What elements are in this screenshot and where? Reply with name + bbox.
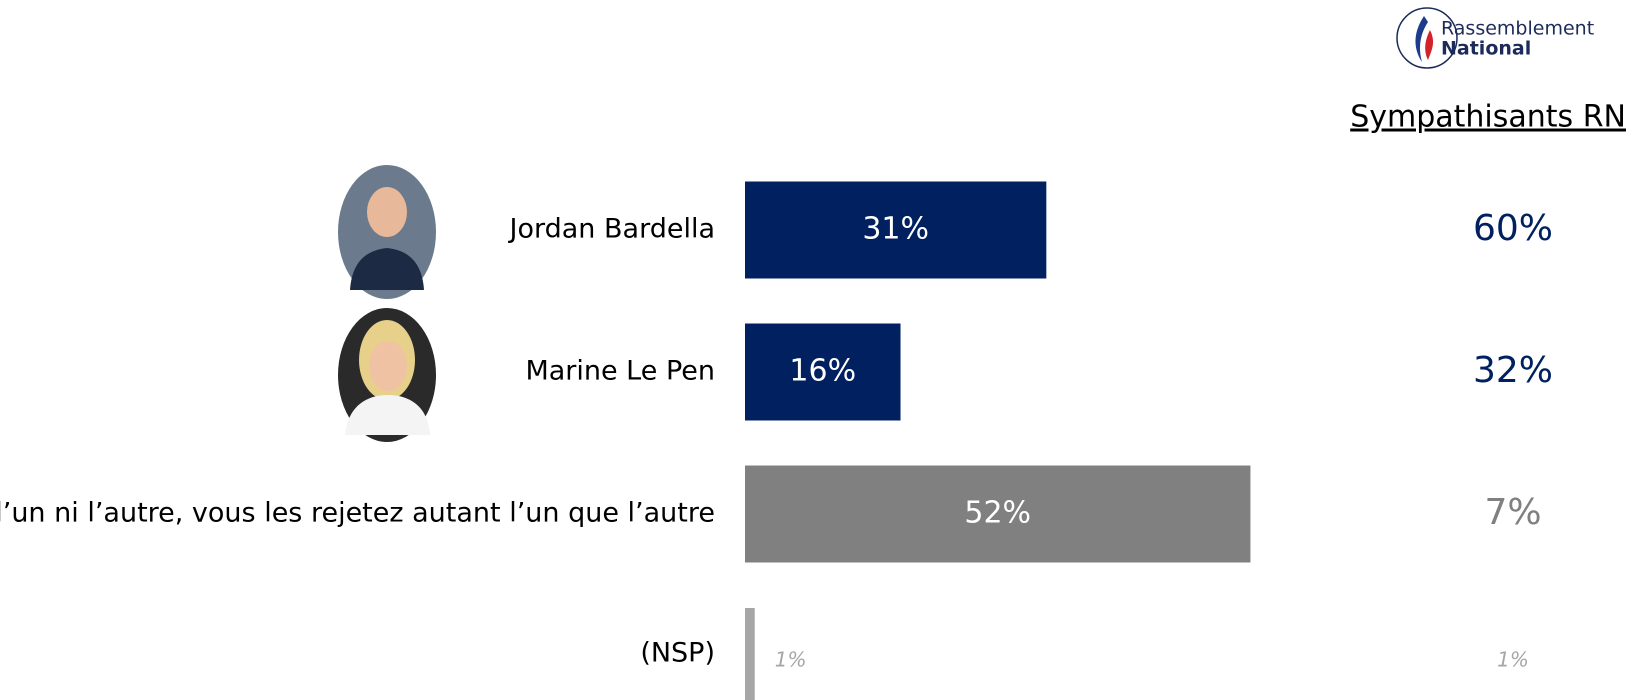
secondary-value: 7% bbox=[1484, 492, 1541, 533]
value-label: 16% bbox=[789, 354, 856, 389]
photo-face bbox=[369, 341, 407, 391]
photo-face bbox=[367, 187, 407, 237]
logo-text: Rassemblement bbox=[1441, 18, 1594, 40]
category-label: (NSP) bbox=[640, 638, 715, 669]
secondary-value: 60% bbox=[1473, 208, 1553, 249]
logo-text: National bbox=[1441, 38, 1531, 60]
column-title: Sympathisants RN bbox=[1350, 100, 1626, 135]
logo: Rassemblement National bbox=[1397, 8, 1594, 68]
category-label: Marine Le Pen bbox=[525, 356, 715, 387]
secondary-value: 1% bbox=[1497, 648, 1529, 672]
value-label: 1% bbox=[775, 648, 807, 672]
value-label: 31% bbox=[862, 212, 929, 247]
bar bbox=[745, 608, 755, 700]
logo-flame-red bbox=[1425, 30, 1433, 60]
value-label: 52% bbox=[964, 496, 1031, 531]
logo-flame-blue bbox=[1416, 16, 1429, 62]
category-label: Jordan Bardella bbox=[508, 214, 715, 245]
category-label: Ni l’un ni l’autre, vous les rejetez aut… bbox=[0, 498, 715, 529]
secondary-value: 32% bbox=[1473, 350, 1553, 391]
photo bbox=[338, 165, 436, 442]
chart: Rassemblement National Sympathisants RN … bbox=[0, 0, 1638, 700]
